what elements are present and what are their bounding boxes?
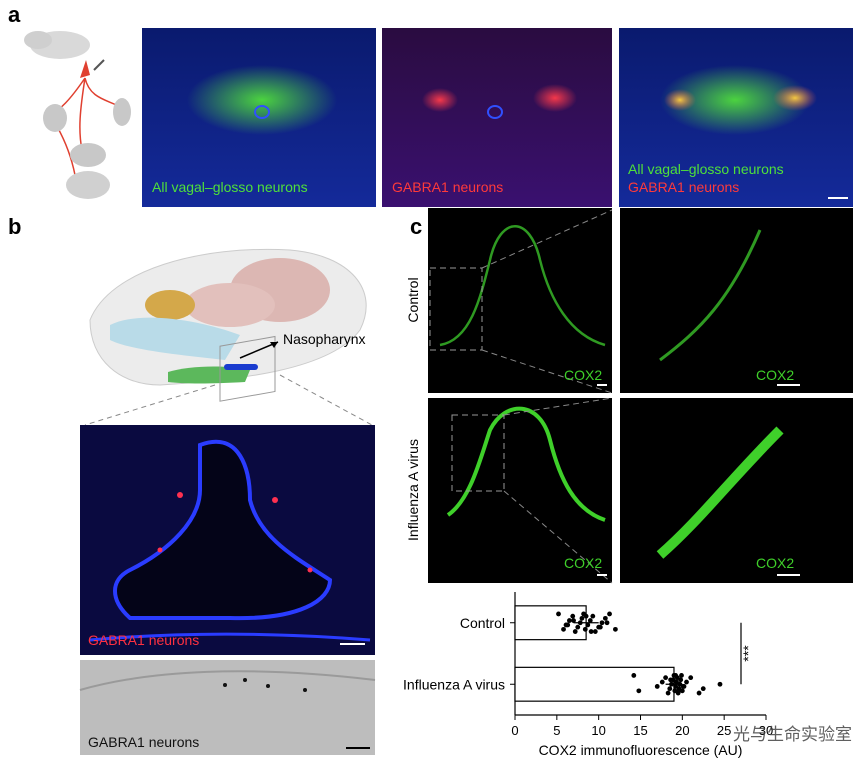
data-point <box>599 620 605 626</box>
data-point <box>636 688 642 694</box>
head-schematic <box>84 248 373 426</box>
data-point <box>688 675 694 681</box>
x-tick-label: 5 <box>553 723 560 738</box>
data-point <box>679 673 684 678</box>
data-point <box>602 615 608 621</box>
micrograph <box>142 28 853 207</box>
caption: GABRA1 neurons <box>392 179 503 195</box>
stain-label: COX2 <box>564 367 602 383</box>
caption: All vagal–glosso neurons <box>152 179 308 195</box>
caption: GABRA1 neurons <box>628 179 739 195</box>
x-tick-label: 30 <box>759 723 773 738</box>
data-point <box>570 613 576 619</box>
row-label: Control <box>405 277 421 322</box>
data-point <box>665 690 671 696</box>
row-label: Influenza A virus <box>405 439 421 541</box>
data-point <box>717 681 723 687</box>
data-point <box>613 626 618 632</box>
data-point <box>659 679 665 685</box>
data-point <box>579 615 585 621</box>
data-point <box>696 690 702 696</box>
data-point <box>597 624 603 630</box>
watermark: 光与生命实验室 <box>733 725 852 744</box>
data-point <box>678 677 684 683</box>
panel-label: c <box>410 214 422 239</box>
data-point <box>669 681 674 687</box>
panel-label: b <box>8 214 21 239</box>
data-point <box>668 677 674 683</box>
data-point <box>607 611 612 617</box>
data-point <box>667 686 673 692</box>
mouse-schematic <box>24 31 131 199</box>
data-point <box>700 686 706 692</box>
data-point <box>585 622 591 628</box>
x-tick-label: 15 <box>633 723 647 738</box>
data-point <box>592 629 598 634</box>
micrograph <box>79 425 376 755</box>
micrograph <box>428 208 853 584</box>
data-point <box>631 673 637 678</box>
data-point <box>680 684 686 689</box>
data-point <box>604 620 610 626</box>
data-point <box>565 622 571 628</box>
bar-chart: 0 5 10 15 20 25 30 COX2 immunofluorescence (AU)… <box>403 592 773 758</box>
data-point <box>571 618 576 623</box>
data-point <box>583 613 589 619</box>
x-tick-label: 10 <box>591 723 605 738</box>
data-point <box>587 618 593 623</box>
stain-label: COX2 <box>756 555 794 571</box>
data-point <box>684 679 689 685</box>
data-point <box>676 688 682 694</box>
data-point <box>561 626 566 632</box>
panel-label: a <box>8 2 21 27</box>
x-tick-label: 25 <box>717 723 731 738</box>
data-point <box>679 688 685 694</box>
callout: Nasopharynx <box>283 331 366 347</box>
caption: All vagal–glosso neurons <box>628 161 784 177</box>
stain-label: COX2 <box>564 555 602 571</box>
caption: GABRA1 neurons <box>88 632 199 648</box>
data-point <box>673 673 679 678</box>
data-point <box>575 624 581 630</box>
data-point <box>588 629 594 634</box>
data-point <box>663 675 668 681</box>
caption: GABRA1 neurons <box>88 734 199 750</box>
y-tick-label: Control <box>460 615 505 631</box>
data-point <box>654 684 660 689</box>
significance: *** <box>740 645 756 662</box>
data-point <box>556 611 561 617</box>
x-axis-title: COX2 immunofluorescence (AU) <box>539 742 743 758</box>
x-tick-label: 20 <box>675 723 689 738</box>
data-point <box>590 613 596 619</box>
stain-label: COX2 <box>756 367 794 383</box>
data-point <box>582 626 588 632</box>
data-point <box>577 620 583 626</box>
data-point <box>566 618 572 623</box>
data-point <box>572 629 578 634</box>
x-tick-label: 0 <box>511 723 518 738</box>
y-tick-label: Influenza A virus <box>403 676 505 692</box>
bar <box>514 666 675 702</box>
